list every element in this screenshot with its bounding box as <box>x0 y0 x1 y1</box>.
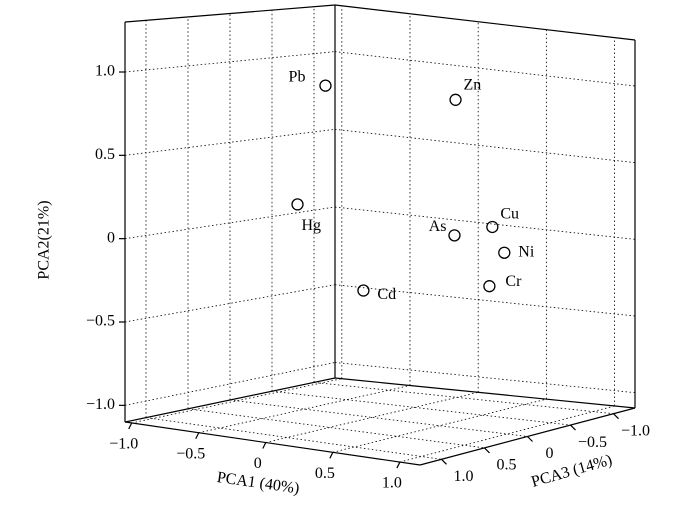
grid-line <box>332 398 547 453</box>
x-tick-label: −1.0 <box>109 436 138 453</box>
point-label: Cu <box>500 206 519 223</box>
tick-mark <box>527 436 533 442</box>
tick-mark <box>128 422 133 430</box>
point-label: Ni <box>518 243 535 260</box>
point <box>486 220 499 234</box>
tick-mark <box>329 452 334 459</box>
tick-mark <box>484 447 490 454</box>
tick-mark <box>262 442 267 449</box>
point <box>291 198 304 211</box>
y-tick-label: 0.5 <box>95 146 115 163</box>
point-label: Cr <box>505 273 522 290</box>
grid-line <box>187 408 485 449</box>
axis-edge <box>124 377 336 423</box>
z-tick-label: −1.0 <box>621 422 650 439</box>
point-label: Hg <box>302 217 322 234</box>
y-tick-label: 0 <box>107 229 115 246</box>
grid-line <box>334 51 636 87</box>
point <box>449 93 462 106</box>
y-tick-label: 1.0 <box>95 63 115 80</box>
point-label: Pb <box>289 68 306 85</box>
z-tick-label: 0.5 <box>497 457 517 474</box>
grid-line <box>271 390 571 426</box>
point <box>498 246 511 259</box>
grid-line <box>334 362 636 394</box>
tick-mark <box>570 424 576 431</box>
tick-mark <box>195 432 200 440</box>
x-tick-label: 0.5 <box>315 465 335 482</box>
z-tick-label: −0.5 <box>578 434 607 451</box>
grid-line <box>124 128 336 156</box>
grid-line <box>399 405 615 463</box>
point-label: Zn <box>464 76 482 93</box>
grid-line <box>131 378 342 424</box>
grid-line <box>145 417 442 460</box>
x-tick-label: −0.5 <box>176 445 205 462</box>
x-tick-label: 1.0 <box>382 475 402 492</box>
axis-edge <box>124 421 421 466</box>
tick-mark <box>441 458 447 465</box>
x-tick-label: 0 <box>254 455 262 472</box>
x-axis-title: PCA1 (40%) <box>216 469 301 497</box>
z-tick-label: 0 <box>546 445 554 462</box>
axis-edge <box>124 4 336 23</box>
axis-edge <box>334 377 636 409</box>
point <box>483 280 496 293</box>
point-label: Cd <box>377 286 396 303</box>
y-tick-label: −1.0 <box>86 396 115 413</box>
grid-line <box>124 206 336 240</box>
grid-line <box>198 385 411 434</box>
tick-mark <box>613 413 619 420</box>
point-label: As <box>429 218 447 235</box>
z-tick-label: 1.0 <box>454 468 474 485</box>
y-tick-label: −0.5 <box>86 313 115 330</box>
point <box>448 229 461 242</box>
grid-line <box>229 399 528 437</box>
y-axis-title: PCA2(21%) <box>36 200 53 279</box>
point <box>319 79 332 92</box>
z-axis-title: PCA3 (14%) <box>529 452 614 491</box>
grid-line <box>265 391 479 443</box>
grid-line <box>313 382 614 415</box>
grid-line <box>334 128 636 164</box>
axis-edge <box>334 4 636 41</box>
grid-line <box>124 51 336 73</box>
grid-line <box>334 206 636 240</box>
point <box>357 284 370 297</box>
tick-mark <box>396 461 401 469</box>
